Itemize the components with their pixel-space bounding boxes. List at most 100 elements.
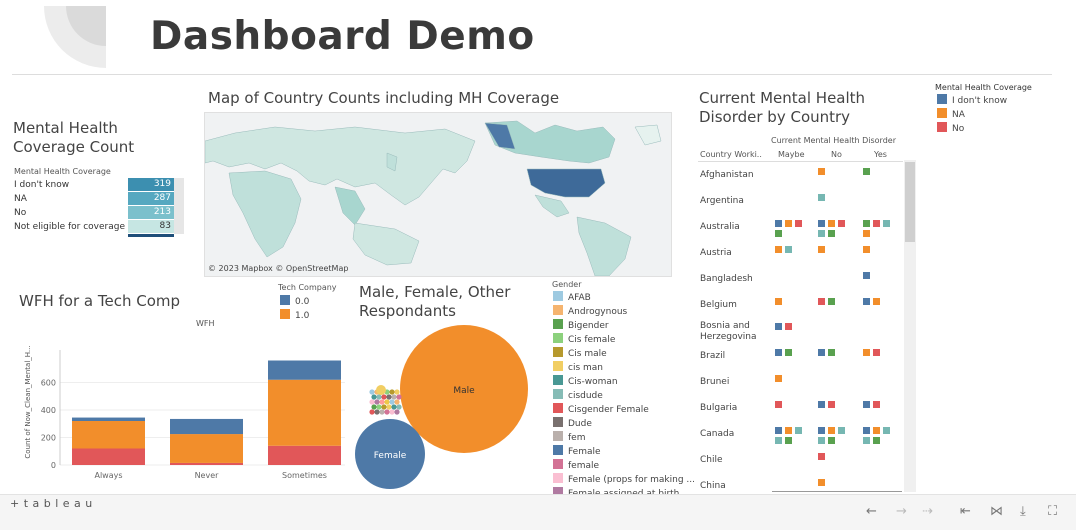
country-mark[interactable] [863, 401, 870, 409]
gender-legend-item[interactable]: Female (props for making ... [553, 473, 695, 486]
minor-gender-bubble[interactable] [384, 409, 390, 415]
minor-gender-bubble[interactable] [384, 399, 390, 405]
country-mark[interactable] [863, 168, 870, 175]
female-bubble[interactable] [355, 419, 425, 489]
minor-gender-bubble[interactable] [381, 404, 387, 410]
bar-segment[interactable] [268, 360, 341, 380]
bar-segment[interactable] [72, 417, 145, 421]
country-mark[interactable] [785, 349, 792, 357]
redo-icon[interactable]: → [896, 504, 907, 519]
minor-gender-bubble[interactable] [371, 394, 377, 400]
country-mark[interactable] [838, 427, 845, 434]
gender-legend-item[interactable]: Cisgender Female [553, 403, 649, 416]
tableau-logo[interactable]: + t a b l e a u [10, 497, 93, 510]
gender-legend-item[interactable]: Bigender [553, 319, 609, 332]
gender-legend-item[interactable]: Female [553, 445, 601, 458]
minor-gender-bubble[interactable] [389, 399, 395, 405]
country-mark[interactable] [785, 437, 792, 444]
download-icon[interactable]: ⤓ [1020, 504, 1026, 519]
minor-gender-bubble[interactable] [369, 409, 375, 415]
coverage-legend-item[interactable]: No [937, 122, 964, 135]
country-mark[interactable] [828, 229, 835, 237]
world-map[interactable]: © 2023 Mapbox © OpenStreetMap [204, 112, 672, 277]
country-mark[interactable] [873, 437, 880, 444]
matrix-scrollbar-thumb[interactable] [905, 162, 915, 242]
country-mark[interactable] [775, 297, 782, 305]
wfh-bar-chart[interactable]: 0 200 400 600 Always Never Sometimes [30, 330, 350, 485]
minor-gender-bubble[interactable] [391, 394, 397, 400]
revert-icon[interactable]: ⇢ [922, 504, 933, 519]
minor-gender-bubble[interactable] [376, 394, 382, 400]
country-mark[interactable] [828, 401, 835, 409]
country-mark[interactable] [883, 219, 890, 227]
minor-gender-bubble[interactable] [386, 404, 392, 410]
minor-gender-bubble[interactable] [374, 399, 380, 405]
country-mark[interactable] [795, 219, 802, 227]
country-mark[interactable] [828, 427, 835, 434]
gender-legend-item[interactable]: female [553, 459, 599, 472]
minor-gender-bubble[interactable] [376, 404, 382, 410]
minor-gender-bubble[interactable] [371, 404, 377, 410]
coverage-row[interactable]: Not eligible for coverage 83 [14, 220, 174, 234]
coverage-legend-item[interactable]: NA [937, 108, 965, 121]
country-mark[interactable] [775, 401, 782, 409]
tech-company-legend-item[interactable]: 0.0 [280, 295, 309, 308]
country-mark[interactable] [828, 349, 835, 357]
minor-gender-bubble[interactable] [381, 394, 387, 400]
country-mark[interactable] [775, 375, 782, 383]
country-mark[interactable] [873, 427, 880, 434]
country-mark[interactable] [785, 323, 792, 331]
gender-legend-item[interactable]: cisdude [553, 389, 603, 402]
country-mark[interactable] [818, 437, 825, 444]
fullscreen-icon[interactable]: ⛶ [1048, 504, 1058, 519]
country-mark[interactable] [828, 437, 835, 444]
country-mark[interactable] [775, 245, 782, 253]
coverage-row[interactable]: I don't know 319 [14, 178, 174, 192]
minor-gender-bubble[interactable] [376, 385, 386, 395]
bar-segment[interactable] [268, 379, 341, 446]
bar-segment[interactable] [268, 445, 341, 465]
bar-segment[interactable] [170, 418, 243, 435]
country-mark[interactable] [775, 219, 782, 227]
country-mark[interactable] [863, 245, 870, 253]
country-mark[interactable] [818, 168, 825, 175]
country-mark[interactable] [818, 349, 825, 357]
minor-gender-bubble[interactable] [379, 409, 385, 415]
country-mark[interactable] [818, 245, 825, 253]
country-mark[interactable] [873, 401, 880, 409]
minor-gender-bubble[interactable] [386, 394, 392, 400]
bar-segment[interactable] [170, 462, 243, 465]
gender-legend-item[interactable]: Cis-woman [553, 375, 618, 388]
country-mark[interactable] [863, 349, 870, 357]
country-mark[interactable] [775, 349, 782, 357]
male-bubble[interactable] [400, 325, 528, 453]
country-mark[interactable] [863, 297, 870, 305]
country-mark[interactable] [828, 219, 835, 227]
gender-legend-item[interactable]: Androgynous [553, 305, 627, 318]
country-mark[interactable] [828, 297, 835, 305]
country-mark[interactable] [775, 427, 782, 434]
minor-gender-bubble[interactable] [374, 409, 380, 415]
coverage-row[interactable]: No 213 [14, 206, 174, 220]
bar-segment[interactable] [72, 448, 145, 466]
minor-gender-bubble[interactable] [394, 409, 400, 415]
country-mark[interactable] [785, 219, 792, 227]
minor-gender-bubble[interactable] [369, 399, 375, 405]
country-mark[interactable] [785, 427, 792, 434]
matrix-scrollbar-track[interactable] [904, 160, 916, 492]
gender-legend-item[interactable]: Cis female [553, 333, 615, 346]
minor-gender-bubble[interactable] [369, 389, 375, 395]
minor-gender-bubble[interactable] [396, 404, 402, 410]
other-gender-bubbles[interactable] [369, 385, 402, 415]
country-mark[interactable] [818, 297, 825, 305]
gender-bubble-chart[interactable]: Male Female [352, 320, 542, 492]
map-attribution[interactable]: © 2023 Mapbox © OpenStreetMap [208, 264, 349, 273]
country-mark[interactable] [818, 452, 825, 460]
country-mark[interactable] [818, 229, 825, 237]
country-mark[interactable] [838, 219, 845, 227]
coverage-scrollbar[interactable] [174, 178, 184, 234]
gender-legend-item[interactable]: AFAB [553, 291, 591, 304]
country-mark[interactable] [863, 271, 870, 279]
minor-gender-bubble[interactable] [394, 389, 400, 395]
country-mark[interactable] [883, 427, 890, 434]
